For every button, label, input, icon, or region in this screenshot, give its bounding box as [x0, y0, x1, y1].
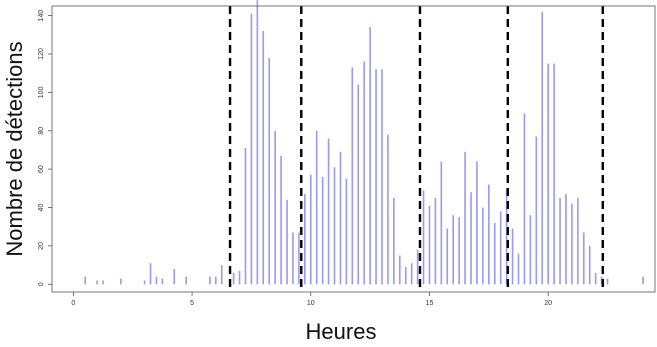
x-tick-label: 20 — [544, 300, 552, 307]
vlines-group — [228, 6, 604, 292]
x-tick-label: 15 — [426, 300, 434, 307]
x-axis-label: Heures — [306, 319, 377, 344]
y-axis: 0 20 40 60 80 100 120 140 — [38, 10, 52, 286]
y-tick-label: 140 — [38, 10, 45, 22]
x-axis: 0 5 10 15 20 — [71, 292, 552, 307]
x-tick-label: 10 — [307, 300, 315, 307]
y-tick-label: 40 — [38, 204, 45, 212]
x-tick-label: 5 — [190, 300, 194, 307]
y-tick-label: 20 — [38, 242, 45, 250]
y-axis-label: Nombre de détections — [2, 41, 27, 256]
y-tick-label: 60 — [38, 165, 45, 173]
y-tick-label: 0 — [38, 282, 45, 286]
bars-group — [84, 0, 644, 285]
x-tick-label: 0 — [71, 300, 75, 307]
y-tick-label: 80 — [38, 127, 45, 135]
y-tick-label: 100 — [38, 86, 45, 98]
plot-frame — [51, 5, 656, 293]
y-tick-label: 120 — [38, 48, 45, 60]
